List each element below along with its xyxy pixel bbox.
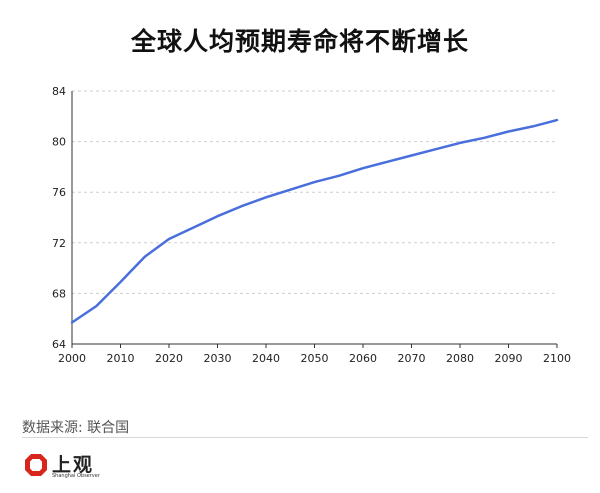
source-note: 数据来源: 联合国 <box>22 420 130 436</box>
y-tick-label: 64 <box>52 338 66 351</box>
line-chart: 64 68 72 76 80 84 2000 2010 2020 2030 2040 2050 2060… <box>52 85 571 365</box>
series-layer <box>70 118 559 324</box>
x-tick-label: 2100 <box>543 352 571 365</box>
x-tick-label: 2040 <box>252 352 280 365</box>
gridlines <box>72 90 557 294</box>
x-tick-label: 2050 <box>301 352 329 365</box>
y-tick-label: 84 <box>52 85 66 98</box>
x-tick-label: 2000 <box>58 352 86 365</box>
x-tick-label: 2020 <box>155 352 183 365</box>
y-tick-label: 76 <box>52 186 66 199</box>
logo-subtitle: Shanghai Observer <box>52 473 100 479</box>
y-tick-label: 80 <box>52 136 66 149</box>
x-tick-label: 2070 <box>398 352 426 365</box>
chart-title: 全球人均预期寿命将不断增长 <box>130 27 469 56</box>
shanghai-observer-logo-icon <box>25 454 47 476</box>
axes <box>71 91 558 348</box>
x-tick-label: 2010 <box>107 352 135 365</box>
y-tick-label: 68 <box>52 287 66 300</box>
x-tick-label: 2080 <box>446 352 474 365</box>
logo-name: 上观 <box>52 454 95 476</box>
y-tick-label: 72 <box>52 237 66 250</box>
x-tick-label: 2030 <box>204 352 232 365</box>
series-line-0 <box>70 118 559 324</box>
x-tick-label: 2060 <box>349 352 377 365</box>
x-tick-label: 2090 <box>495 352 523 365</box>
tick-labels: 64 68 72 76 80 84 2000 2010 2020 2030 2040 2050 2060… <box>52 85 571 365</box>
footer-divider <box>22 437 588 438</box>
